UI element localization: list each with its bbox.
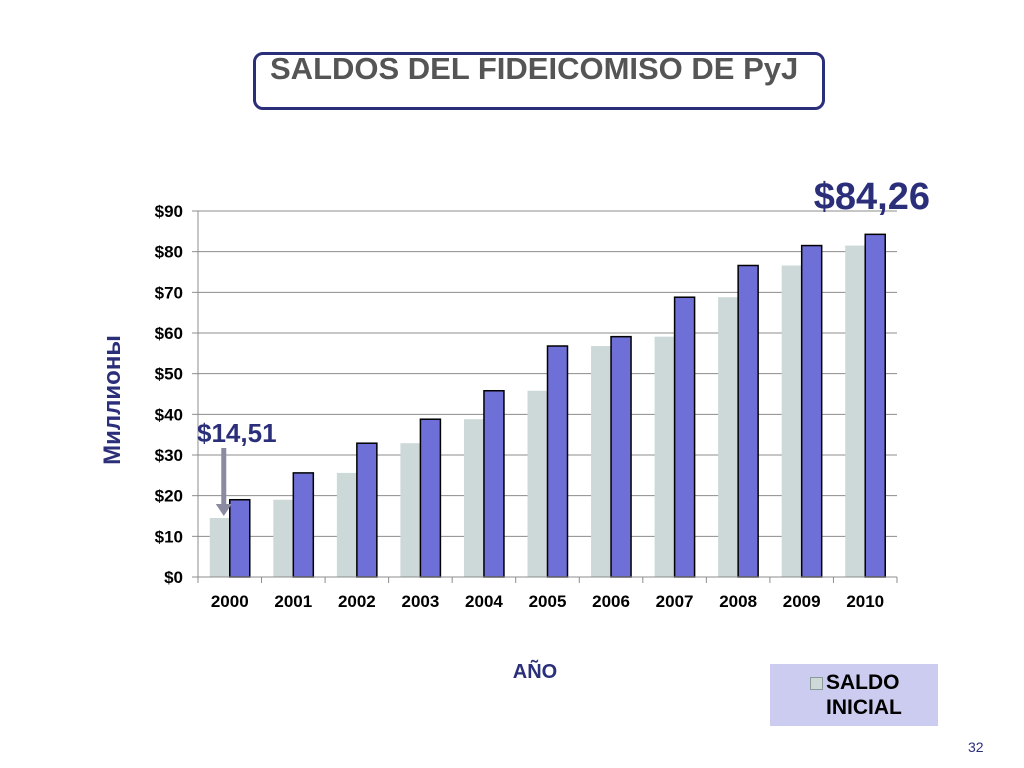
bar-series-2 <box>292 472 315 578</box>
x-tick-label: 2007 <box>656 592 694 611</box>
x-tick-label: 2006 <box>592 592 630 611</box>
bar-saldo-inicial <box>845 245 866 578</box>
bar-series-2 <box>800 244 823 578</box>
slide-title: SALDOS DEL FIDEICOMISO DE PyJ <box>270 52 799 86</box>
y-tick-label: $10 <box>155 527 183 546</box>
y-axis-title: Миллионы <box>99 335 126 465</box>
bar-series-2 <box>229 498 251 578</box>
x-axis-title: AÑO <box>513 660 557 683</box>
bar-series-2 <box>419 418 442 578</box>
legend-swatch-saldo-inicial <box>810 677 823 690</box>
bar-series-2 <box>737 264 759 578</box>
y-tick-label: $90 <box>155 202 183 221</box>
bar-series-2 <box>673 296 696 578</box>
x-tick-label: 2004 <box>465 592 503 611</box>
bar-saldo-inicial <box>336 472 357 577</box>
callout-arrow-head <box>215 503 232 516</box>
bars <box>209 233 886 578</box>
bar-saldo-inicial <box>463 419 484 577</box>
x-tick-label: 2003 <box>401 592 439 611</box>
x-tick-label: 2001 <box>274 592 312 611</box>
y-tick-label: $70 <box>155 283 183 302</box>
y-tick-label: $0 <box>164 568 183 587</box>
bar-saldo-inicial <box>781 265 802 577</box>
x-tick-label: 2005 <box>529 592 567 611</box>
y-tick-label: $40 <box>155 405 183 424</box>
bar-saldo-inicial <box>400 443 421 577</box>
x-tick-label: 2008 <box>719 592 757 611</box>
callout-end-value: $84,26 <box>814 176 930 218</box>
bar-series-2 <box>610 335 632 578</box>
bar-saldo-inicial <box>209 517 230 577</box>
y-tick-label: $60 <box>155 324 183 343</box>
y-tick-label: $20 <box>155 487 183 506</box>
legend: SALDO INICIAL <box>770 664 938 726</box>
y-tick-label: $30 <box>155 446 183 465</box>
bar-series-2 <box>356 442 378 578</box>
y-tick-label: $50 <box>155 365 183 384</box>
axes: $0 $10 $20 $30 $40 $50 $60 $70 $80 $90 2000 2001 200… <box>155 202 898 611</box>
y-tick-label: $80 <box>155 243 183 262</box>
bar-saldo-inicial <box>591 346 612 577</box>
bar-series-2 <box>546 345 569 578</box>
bar-series-2 <box>483 389 505 578</box>
bar-saldo-inicial <box>527 390 548 577</box>
bar-saldo-inicial <box>718 297 739 577</box>
x-tick-label: 2000 <box>211 592 249 611</box>
page-number: 32 <box>968 739 984 755</box>
x-tick-label: 2009 <box>783 592 821 611</box>
bar-saldo-inicial <box>654 336 675 577</box>
title-box: SALDOS DEL FIDEICOMISO DE PyJ <box>253 52 825 110</box>
chart-labels: AÑO Миллионы $14,51 $84,26 <box>99 176 930 683</box>
legend-label-saldo-inicial: SALDO INICIAL <box>826 671 902 719</box>
bar-series-2 <box>864 233 886 578</box>
callout-start-value: $14,51 <box>197 418 277 448</box>
x-tick-label: 2010 <box>846 592 884 611</box>
x-tick-label: 2002 <box>338 592 376 611</box>
bar-saldo-inicial <box>273 499 294 577</box>
